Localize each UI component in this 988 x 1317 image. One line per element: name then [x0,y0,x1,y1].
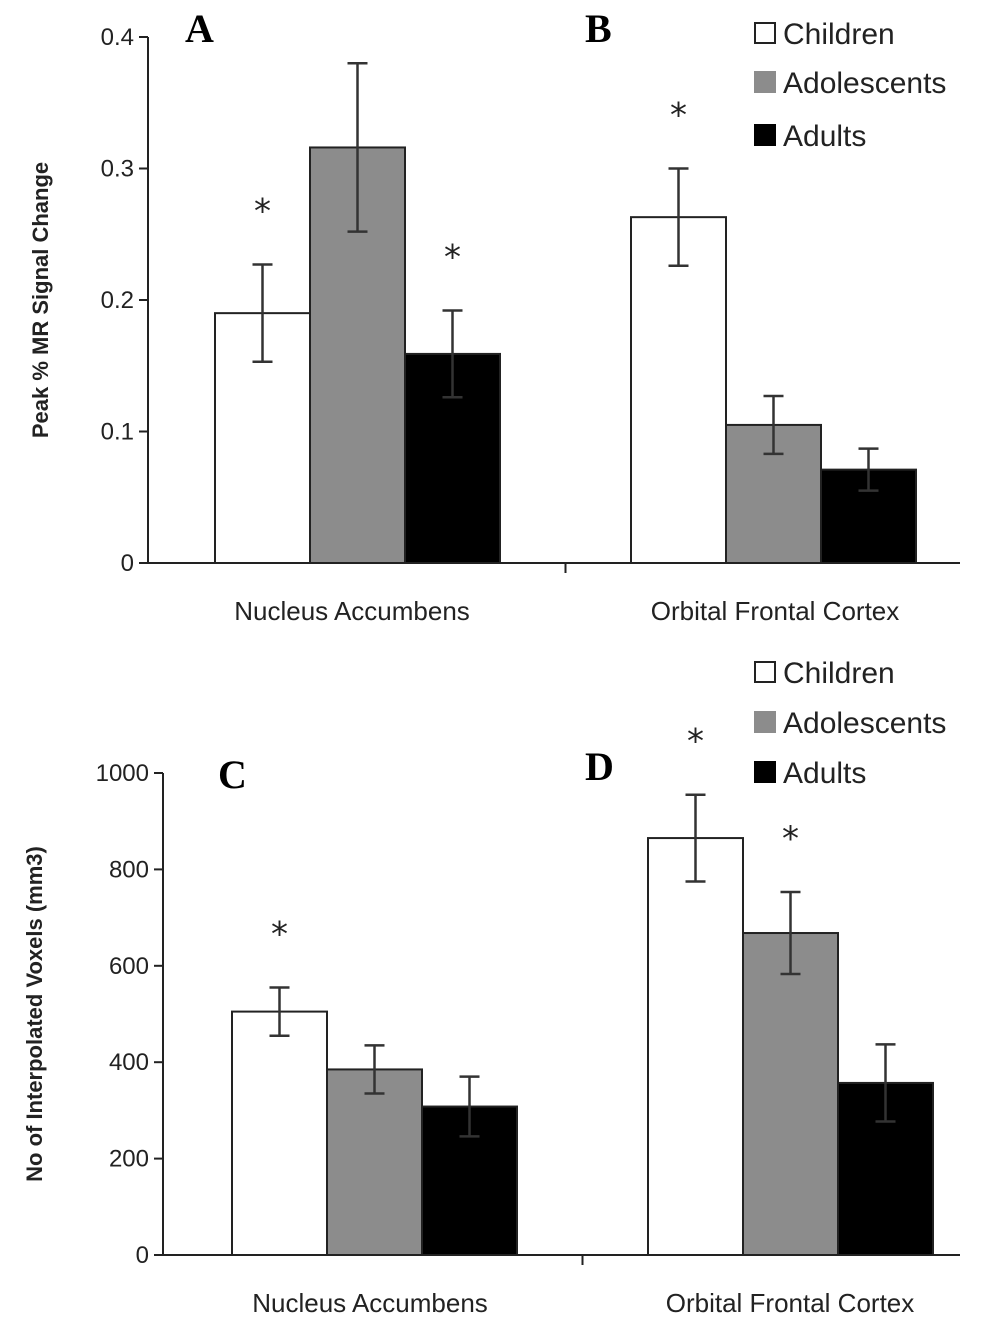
category-label: Nucleus Accumbens [252,1288,488,1317]
bar-children-orbital-frontal-cortex [647,837,744,1256]
legend-swatch-adolescents [754,71,776,93]
category-label: Nucleus Accumbens [234,596,470,626]
y-axis-label: No of Interpolated Voxels (mm3) [22,846,47,1182]
y-tick-label: 0.2 [101,287,134,314]
legend-label: Children [783,18,895,51]
significance-star: * [271,914,288,954]
y-tick-label: 600 [109,953,149,980]
significance-star: * [782,819,799,859]
significance-star: * [687,722,704,762]
bar-children-nucleus-accumbens [231,1010,328,1257]
y-tick-label: 0.4 [101,24,134,51]
chart-signal-change: 0 0.1 0.2 0.3 0.4 Peak % MR Signal Change * * Nu… [28,6,960,626]
panel-label: C [218,752,247,797]
legend-label: Adults [783,757,866,790]
legend: Children Adolescents Adults [754,657,946,790]
category-label: Orbital Frontal Cortex [666,1288,915,1317]
bar-adults-orbital-frontal-cortex [820,468,917,565]
significance-star: * [670,96,687,136]
legend-label: Adolescents [783,67,946,100]
y-tick-label: 800 [109,856,149,883]
bar-adolescents-orbital-frontal-cortex [742,932,839,1256]
y-tick-label: 1000 [96,760,149,787]
y-tick-label: 0.3 [101,156,134,183]
y-tick-label: 0.1 [101,419,134,446]
legend-label: Adolescents [783,707,946,740]
legend-swatch-children [754,22,776,44]
panel-label: D [585,744,614,789]
bar-children-orbital-frontal-cortex [630,216,727,564]
legend: Children Adolescents Adults [754,18,946,153]
chart-voxel-count: 0 200 400 600 800 1000 No of Interpolated Voxe… [22,657,960,1317]
panel-label: A [185,6,214,51]
y-tick-label: 400 [109,1049,149,1076]
legend-label: Adults [783,120,866,153]
legend-swatch-adults [754,124,776,146]
panel-label: B [585,6,612,51]
y-tick-label: 200 [109,1146,149,1173]
y-tick-label: 0 [136,1242,149,1269]
y-tick-label: 0 [121,550,134,577]
legend-swatch-children [754,661,776,683]
legend-swatch-adolescents [754,711,776,733]
significance-star: * [444,238,461,278]
legend-swatch-adults [754,761,776,783]
category-label: Orbital Frontal Cortex [651,596,900,626]
bar-adolescents-nucleus-accumbens [326,1068,423,1257]
significance-star: * [254,191,271,231]
legend-label: Children [783,657,895,690]
y-axis-label: Peak % MR Signal Change [28,162,53,438]
